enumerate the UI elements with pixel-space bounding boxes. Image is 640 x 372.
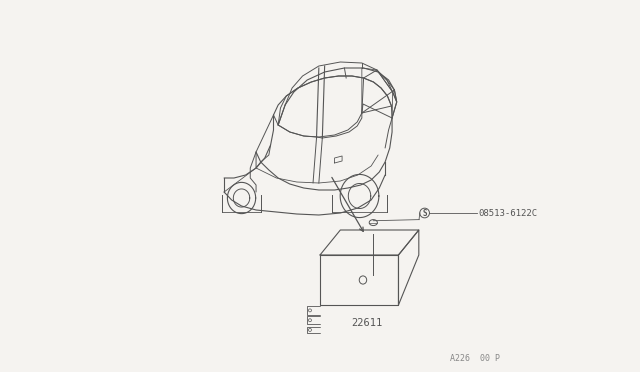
Text: 22611: 22611 xyxy=(351,318,382,328)
Text: A226  00 P: A226 00 P xyxy=(451,354,500,363)
Text: S: S xyxy=(422,208,427,218)
Text: 08513-6122C: 08513-6122C xyxy=(479,208,538,218)
